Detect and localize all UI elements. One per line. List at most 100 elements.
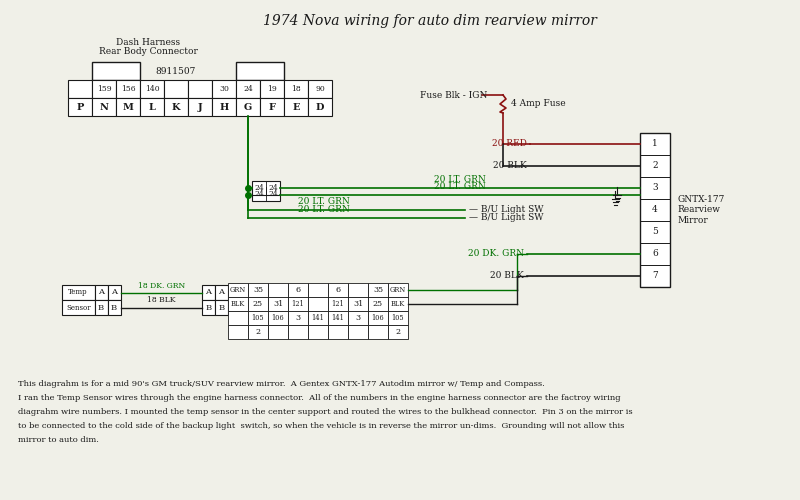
Bar [228,283,248,297]
Bar [328,283,348,297]
Text: 24: 24 [243,85,253,93]
Bar [248,283,268,297]
Bar [68,80,92,98]
Text: 90: 90 [315,85,325,93]
Text: 5: 5 [652,228,658,236]
Text: J: J [198,102,202,112]
Text: 25: 25 [373,300,383,308]
Bar [308,297,328,311]
Text: 121: 121 [332,300,344,308]
Text: 105: 105 [252,314,264,322]
Text: A: A [206,288,211,296]
Bar [248,297,268,311]
Bar [202,285,215,300]
Text: 8911507: 8911507 [156,66,196,76]
Text: 20 DK. GRN: 20 DK. GRN [468,250,524,258]
Text: Rear Body Connector: Rear Body Connector [98,47,198,56]
Bar [348,297,368,311]
Text: 24: 24 [268,184,278,192]
Bar [268,283,288,297]
Text: 19: 19 [267,85,277,93]
Bar [368,325,388,339]
Bar [268,311,288,325]
Text: 35: 35 [373,286,383,294]
Bar [236,80,260,98]
Text: This diagrahm is for a mid 90's GM truck/SUV rearview mirror.  A Gentex GNTX-177: This diagrahm is for a mid 90's GM truck… [18,380,545,388]
Text: BLK: BLK [391,300,405,308]
Text: 141: 141 [311,314,325,322]
Text: 6: 6 [652,250,658,258]
Text: 20 LT. GRN: 20 LT. GRN [434,175,486,184]
Bar [92,62,140,80]
Text: 3: 3 [295,314,301,322]
Text: 30: 30 [219,85,229,93]
Text: 20 BLK: 20 BLK [490,272,524,280]
Text: to be connected to the cold side of the backup light  switch, so when the vehicl: to be connected to the cold side of the … [18,422,624,430]
Text: Temp: Temp [69,288,88,296]
Bar [140,98,164,116]
Text: 18 DK. GRN: 18 DK. GRN [138,282,185,290]
Text: GRN: GRN [390,286,406,294]
Text: P: P [76,102,84,112]
Text: 3: 3 [652,184,658,192]
Text: 6: 6 [295,286,301,294]
Text: 1974 Nova wiring for auto dim rearview mirror: 1974 Nova wiring for auto dim rearview m… [263,14,597,28]
Text: 2: 2 [652,162,658,170]
Text: 24: 24 [268,190,278,198]
Bar [388,325,408,339]
Text: 7: 7 [652,272,658,280]
Text: I ran the Temp Sensor wires through the engine harness connector.  All of the nu: I ran the Temp Sensor wires through the … [18,394,621,402]
Text: 159: 159 [97,85,111,93]
Bar [215,300,228,315]
Text: H: H [219,102,229,112]
Text: B: B [206,304,211,312]
Bar [212,98,236,116]
Bar [140,80,164,98]
Text: A: A [218,288,225,296]
Bar [328,297,348,311]
Text: 4 Amp Fuse: 4 Amp Fuse [511,100,566,108]
Bar [348,311,368,325]
Bar [107,300,121,315]
Text: — B/U Light SW: — B/U Light SW [469,206,543,214]
Bar [94,300,107,315]
Text: 20 LT. GRN: 20 LT. GRN [298,197,350,206]
Text: B: B [218,304,225,312]
Bar [212,80,236,98]
Bar [284,80,308,98]
Text: — B/U Light SW: — B/U Light SW [469,214,543,222]
Bar [236,98,260,116]
Text: F: F [269,102,275,112]
Bar [116,80,140,98]
Text: 1: 1 [652,140,658,148]
Bar [107,285,121,300]
Bar [328,311,348,325]
Text: 140: 140 [145,85,159,93]
Bar [94,285,107,300]
Bar [68,98,92,116]
Text: 20 LT. GRN: 20 LT. GRN [298,205,350,214]
Text: L: L [149,102,155,112]
Bar [388,311,408,325]
Text: 31: 31 [353,300,363,308]
Text: 18: 18 [291,85,301,93]
Bar [308,325,328,339]
Bar [308,80,332,98]
Bar [288,325,308,339]
Text: N: N [99,102,109,112]
Bar [188,80,212,98]
Text: diagrahm wire numbers. I mounted the temp sensor in the center support and route: diagrahm wire numbers. I mounted the tem… [18,408,633,416]
Bar [248,311,268,325]
Text: E: E [292,102,300,112]
Bar [202,300,215,315]
Text: 6: 6 [335,286,341,294]
Bar [228,325,248,339]
Text: 106: 106 [272,314,284,322]
Bar [284,98,308,116]
Bar [640,133,670,287]
Bar [236,62,284,80]
Text: BLK: BLK [231,300,245,308]
Text: K: K [172,102,180,112]
Text: 4: 4 [652,206,658,214]
Bar [164,80,188,98]
